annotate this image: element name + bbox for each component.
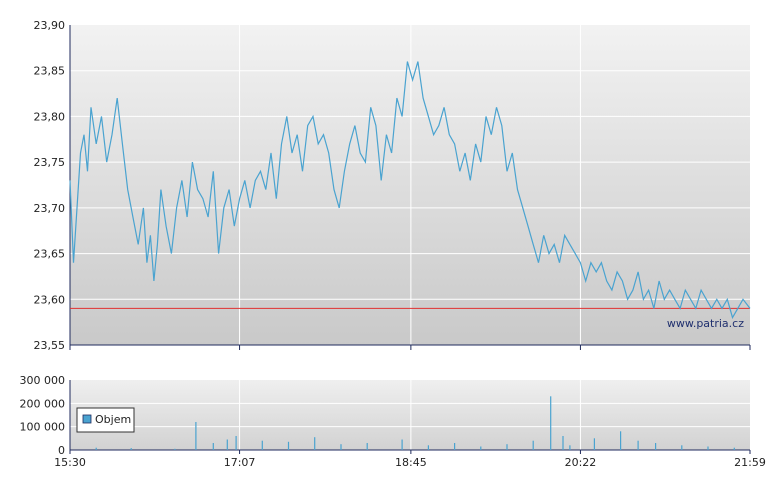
- volume-bar: [95, 447, 97, 450]
- volume-x-tick-label: 20:22: [565, 456, 597, 469]
- volume-x-tick-label: 17:07: [224, 456, 256, 469]
- volume-bar: [562, 436, 564, 450]
- volume-bar: [707, 446, 709, 450]
- volume-gridlines: [70, 380, 750, 450]
- volume-x-tick-label: 18:45: [395, 456, 427, 469]
- volume-bar: [480, 446, 482, 450]
- volume-bars: [95, 396, 735, 450]
- volume-bar: [235, 436, 237, 450]
- volume-bar: [195, 422, 197, 450]
- price-y-tick-label: 23,80: [34, 110, 66, 123]
- volume-bar: [655, 443, 657, 450]
- price-y-tick-label: 23,60: [34, 293, 66, 306]
- volume-bar: [532, 440, 534, 450]
- volume-bar: [681, 445, 683, 450]
- volume-bar: [340, 444, 342, 450]
- legend-swatch: [82, 414, 92, 424]
- volume-y-tick-label: 100 000: [20, 421, 66, 434]
- volume-bar: [174, 448, 176, 450]
- price-y-tick-label: 23,65: [34, 248, 66, 261]
- price-panel: 23,90 23,85 23,80 23,75 23,70 23,65 23,60 23,55…: [34, 19, 751, 352]
- volume-x-tick-label: 21:59: [734, 456, 766, 469]
- volume-plot-background: [70, 380, 750, 450]
- price-series-line: [69, 61, 751, 320]
- volume-legend: Objem: [76, 407, 135, 433]
- watermark-text: www.patria.cz: [667, 317, 744, 330]
- volume-bar: [366, 443, 368, 450]
- volume-bar: [287, 441, 290, 450]
- volume-bar: [620, 431, 622, 450]
- price-y-tick-label: 23,55: [34, 339, 66, 352]
- volume-bar: [454, 443, 456, 450]
- volume-bar: [733, 447, 735, 450]
- volume-bar: [593, 438, 595, 450]
- volume-x-tick-label: 15:30: [54, 456, 86, 469]
- volume-y-tick-label: 0: [58, 444, 65, 457]
- price-y-tick-labels: 23,90 23,85 23,80 23,75 23,70 23,65 23,60 23,55: [34, 19, 66, 352]
- volume-bar: [637, 440, 639, 450]
- volume-y-tick-label: 300 000: [20, 374, 66, 387]
- legend-label: Objem: [95, 413, 131, 426]
- volume-panel: 300 000 200 000 100 000 0 15:30 17:07 18:45 20…: [20, 374, 766, 469]
- volume-bar: [261, 440, 263, 450]
- volume-bar: [226, 439, 228, 450]
- price-y-tick-label: 23,90: [34, 19, 66, 32]
- volume-bar: [401, 439, 403, 450]
- volume-bar: [427, 445, 429, 450]
- price-y-tick-label: 23,85: [34, 65, 66, 78]
- volume-bar: [314, 437, 316, 450]
- volume-y-tick-labels: 300 000 200 000 100 000 0: [20, 374, 66, 457]
- volume-y-tick-label: 200 000: [20, 397, 66, 410]
- volume-bar: [212, 443, 214, 450]
- volume-bar: [569, 445, 571, 450]
- price-y-tick-label: 23,75: [34, 156, 66, 169]
- volume-bar: [506, 444, 508, 450]
- volume-x-tick-labels: 15:30 17:07 18:45 20:22 21:59: [54, 450, 766, 469]
- volume-bar: [550, 396, 552, 450]
- volume-bar: [130, 448, 132, 450]
- price-gridlines: [70, 25, 750, 345]
- price-x-tick-marks: [69, 345, 751, 350]
- price-y-tick-label: 23,70: [34, 202, 66, 215]
- price-plot-background: [70, 25, 750, 345]
